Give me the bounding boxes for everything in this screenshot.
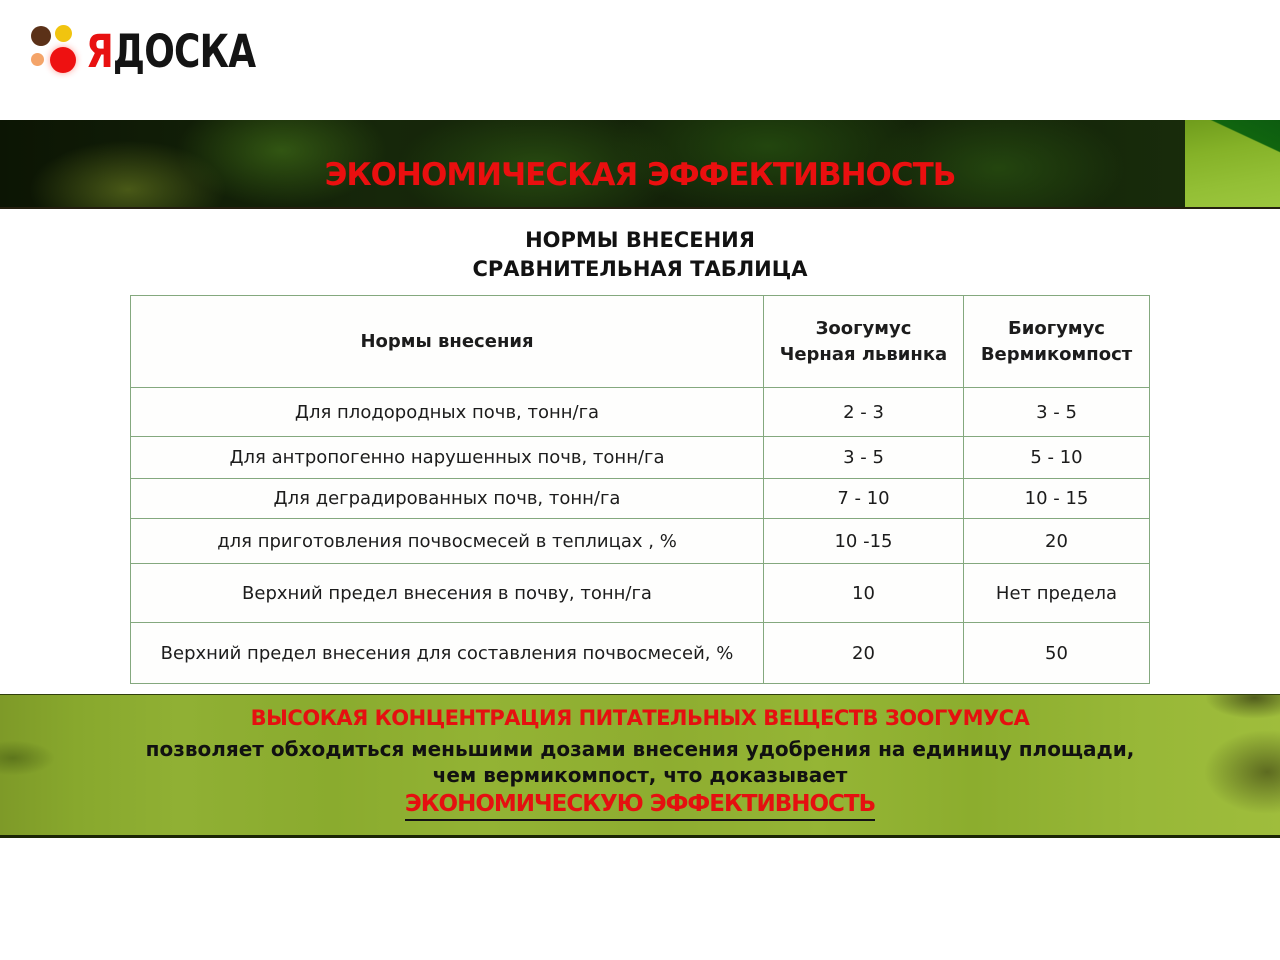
logo-letter-ya: Я: [86, 25, 114, 78]
table-row: для приготовления почвосмесей в теплицах…: [130, 518, 1150, 564]
logo-dot-brown-icon: [31, 26, 51, 46]
comparison-table-wrap: Нормы внесения Зоогумус Черная львинка Б…: [130, 295, 1150, 684]
header-zoogumus-line1: Зоогумус: [815, 317, 912, 339]
logo-dot-red-icon: [50, 47, 76, 73]
zoogumus-cell: 20: [763, 622, 964, 684]
footer-text-line2: чем вермикомпост, что доказывает: [432, 763, 848, 787]
table-row: Для деградированных почв, тонн/га 7 - 10…: [130, 478, 1150, 519]
row-label-cell: Для антропогенно нарушенных почв, тонн/г…: [130, 436, 764, 479]
zoogumus-cell: 10: [763, 563, 964, 623]
comparison-table: Нормы внесения Зоогумус Черная львинка Б…: [130, 295, 1150, 684]
leaf-photo-highlight: [1185, 120, 1280, 207]
biogumus-cell: 20: [963, 518, 1150, 564]
zoogumus-cell: 2 - 3: [763, 387, 964, 437]
header-zoogumus: Зоогумус Черная львинка: [763, 295, 964, 388]
header-biogumus-line2: Вермикомпост: [980, 343, 1133, 365]
logo-letters-doska: ДОСКА: [112, 25, 256, 78]
table-row: Верхний предел внесения для составления …: [130, 622, 1150, 684]
table-row: Верхний предел внесения в почву, тонн/га…: [130, 563, 1150, 623]
biogumus-cell: 5 - 10: [963, 436, 1150, 479]
top-banner: ЭКОНОМИЧЕСКАЯ ЭФФЕКТИВНОСТЬ: [0, 120, 1280, 209]
zoogumus-cell: 3 - 5: [763, 436, 964, 479]
footer-text-line1: позволяет обходиться меньшими дозами вне…: [145, 737, 1135, 761]
header-biogumus: Биогумус Вермикомпост: [963, 295, 1150, 388]
biogumus-cell: 10 - 15: [963, 478, 1150, 519]
row-label-cell: Верхний предел внесения для составления …: [130, 622, 764, 684]
row-label-cell: для приготовления почвосмесей в теплицах…: [130, 518, 764, 564]
row-label-cell: Для плодородных почв, тонн/га: [130, 387, 764, 437]
zoogumus-cell: 10 -15: [763, 518, 964, 564]
logo-dot-yellow-icon: [55, 25, 72, 42]
footer-emphasis: ЭКОНОМИЧЕСКУЮ ЭФФЕКТИВНОСТЬ: [404, 791, 876, 821]
section-heading-line2: СРАВНИТЕЛЬНАЯ ТАБЛИЦА: [472, 257, 808, 281]
section-heading-line1: НОРМЫ ВНЕСЕНИЯ: [525, 228, 755, 252]
footer-banner: ВЫСОКАЯ КОНЦЕНТРАЦИЯ ПИТАТЕЛЬНЫХ ВЕЩЕСТВ…: [0, 694, 1280, 838]
header-zoogumus-line2: Черная львинка: [779, 343, 948, 365]
biogumus-cell: 50: [963, 622, 1150, 684]
yadoska-logo: ЯДОСКА: [28, 24, 288, 82]
banner-title: ЭКОНОМИЧЕСКАЯ ЭФФЕКТИВНОСТЬ: [324, 156, 957, 193]
header-norms: Нормы внесения: [130, 295, 764, 388]
row-label-cell: Для деградированных почв, тонн/га: [130, 478, 764, 519]
zoogumus-cell: 7 - 10: [763, 478, 964, 519]
logo-dot-orange-icon: [31, 53, 44, 66]
biogumus-cell: 3 - 5: [963, 387, 1150, 437]
section-heading: НОРМЫ ВНЕСЕНИЯ СРАВНИТЕЛЬНАЯ ТАБЛИЦА: [0, 226, 1280, 284]
table-row: Для антропогенно нарушенных почв, тонн/г…: [130, 436, 1150, 479]
footer-headline: ВЫСОКАЯ КОНЦЕНТРАЦИЯ ПИТАТЕЛЬНЫХ ВЕЩЕСТВ…: [250, 706, 1030, 730]
header-biogumus-line1: Биогумус: [1008, 317, 1105, 339]
table-header-row: Нормы внесения Зоогумус Черная львинка Б…: [130, 295, 1150, 388]
table-row: Для плодородных почв, тонн/га 2 - 3 3 - …: [130, 387, 1150, 437]
biogumus-cell: Нет предела: [963, 563, 1150, 623]
logo-wordmark: ЯДОСКА: [86, 25, 256, 78]
row-label-cell: Верхний предел внесения в почву, тонн/га: [130, 563, 764, 623]
